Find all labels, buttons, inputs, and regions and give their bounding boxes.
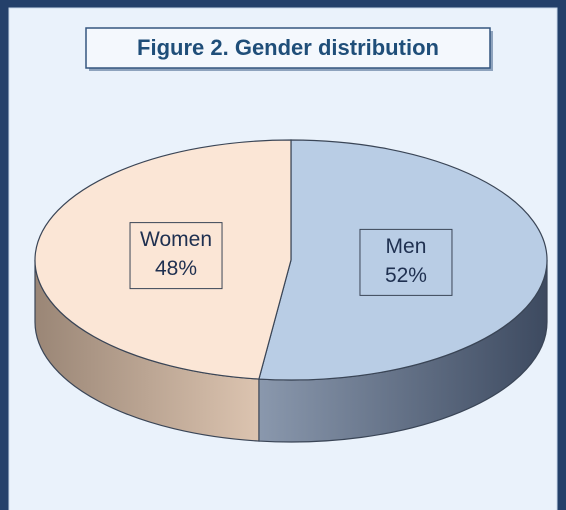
slice-label: Men	[386, 235, 427, 258]
label-box	[129, 222, 223, 290]
slice-label: Women	[140, 228, 212, 251]
value-label: 52%	[385, 264, 427, 287]
value-label: 48%	[155, 257, 197, 280]
title-box	[85, 27, 491, 69]
label-box	[359, 228, 453, 296]
chart-title: Figure 2. Gender distribution	[137, 35, 439, 60]
